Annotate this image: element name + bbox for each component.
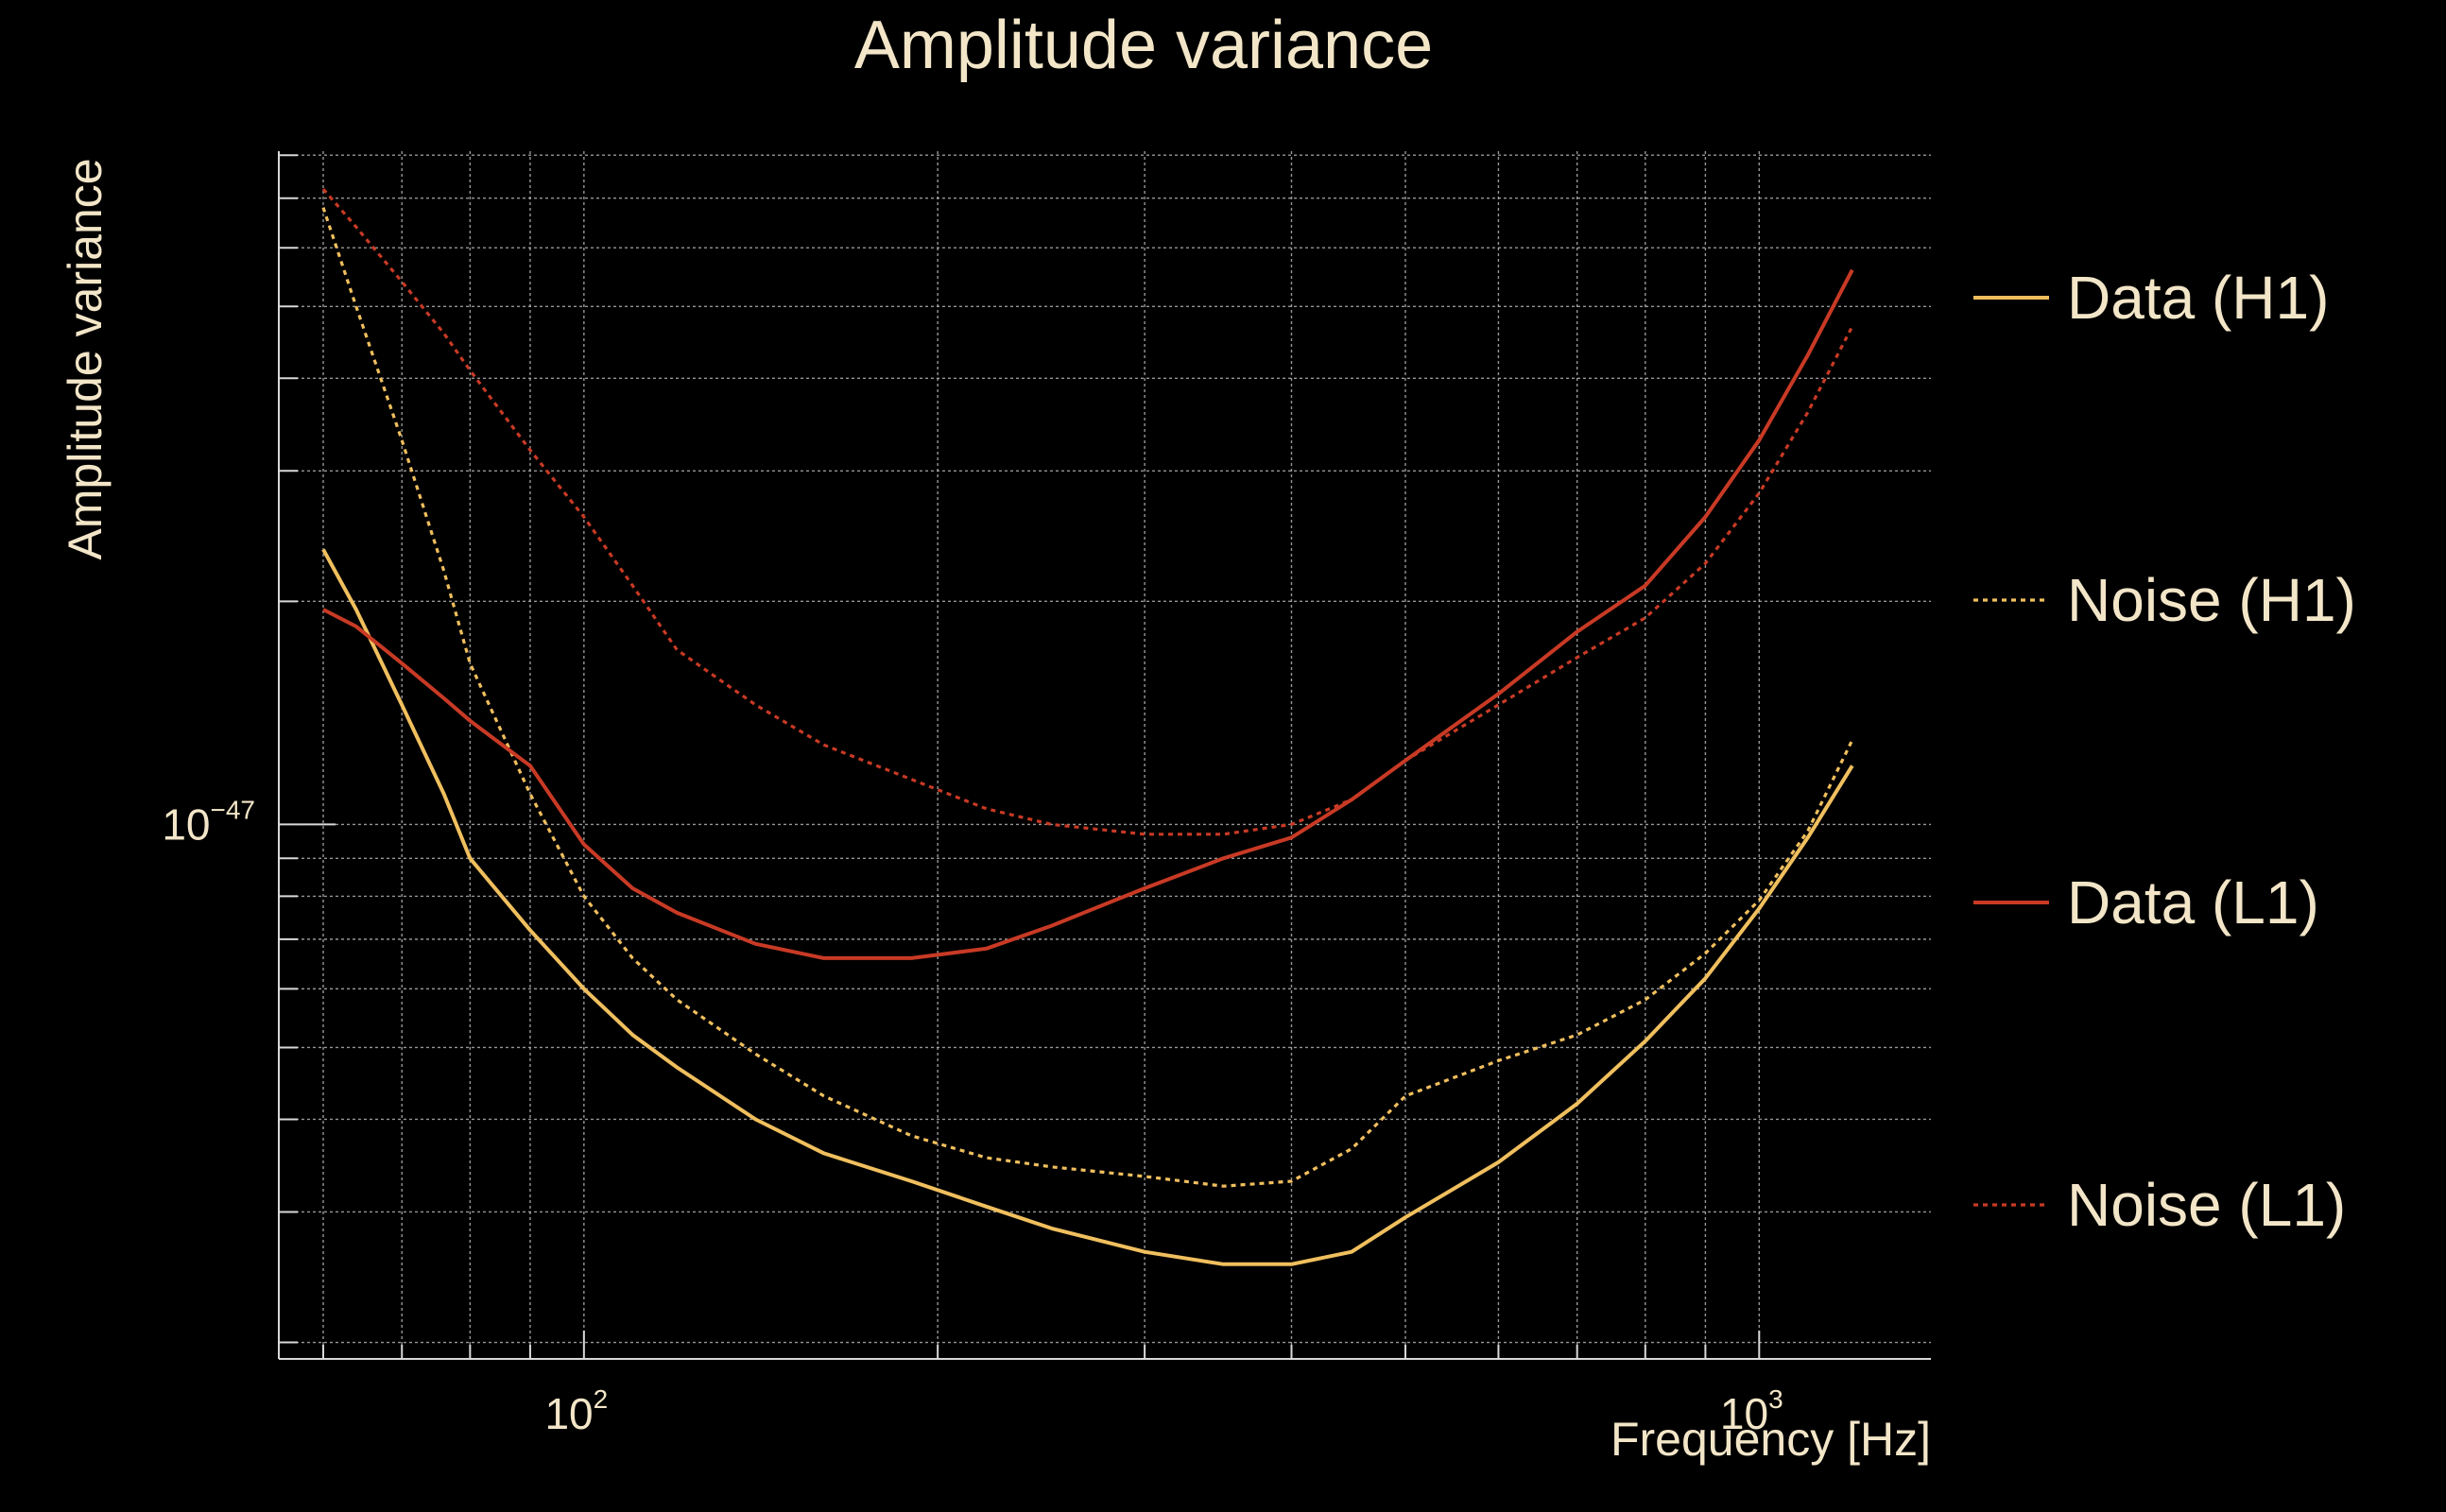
- legend-label: Noise (L1): [2067, 1171, 2346, 1239]
- legend-label: Noise (H1): [2067, 566, 2356, 634]
- legend-item-data-h1: Data (H1): [1973, 264, 2329, 332]
- legend-label: Data (L1): [2067, 868, 2319, 936]
- series-line-noise-h1: [321, 207, 1854, 1188]
- y-axis-label: Amplitude variance: [59, 158, 112, 559]
- legend-item-noise-l1: Noise (L1): [1973, 1171, 2346, 1239]
- tick-labels: 102 103 10−47: [162, 795, 1783, 1438]
- grid: [279, 151, 1931, 1359]
- series-line-noise-l1: [321, 188, 1854, 836]
- series-lines: [321, 188, 1854, 1266]
- x-tick-label: 102: [544, 1384, 608, 1438]
- series-line-data-h1: [321, 548, 1854, 1266]
- x-tick-label: 103: [1720, 1384, 1783, 1438]
- y-tick-label: 10−47: [162, 795, 255, 849]
- chart-title: Amplitude variance: [854, 8, 1433, 83]
- x-axis-label: Frequency [Hz]: [1611, 1413, 1931, 1466]
- series-line-data-l1: [322, 268, 1854, 960]
- legend: Data (H1) Noise (H1) Data (L1) Noise (L1): [1973, 264, 2356, 1239]
- legend-item-data-l1: Data (L1): [1973, 868, 2319, 936]
- legend-item-noise-h1: Noise (H1): [1973, 566, 2356, 634]
- axes: [278, 151, 1931, 1360]
- legend-label: Data (H1): [2067, 264, 2329, 332]
